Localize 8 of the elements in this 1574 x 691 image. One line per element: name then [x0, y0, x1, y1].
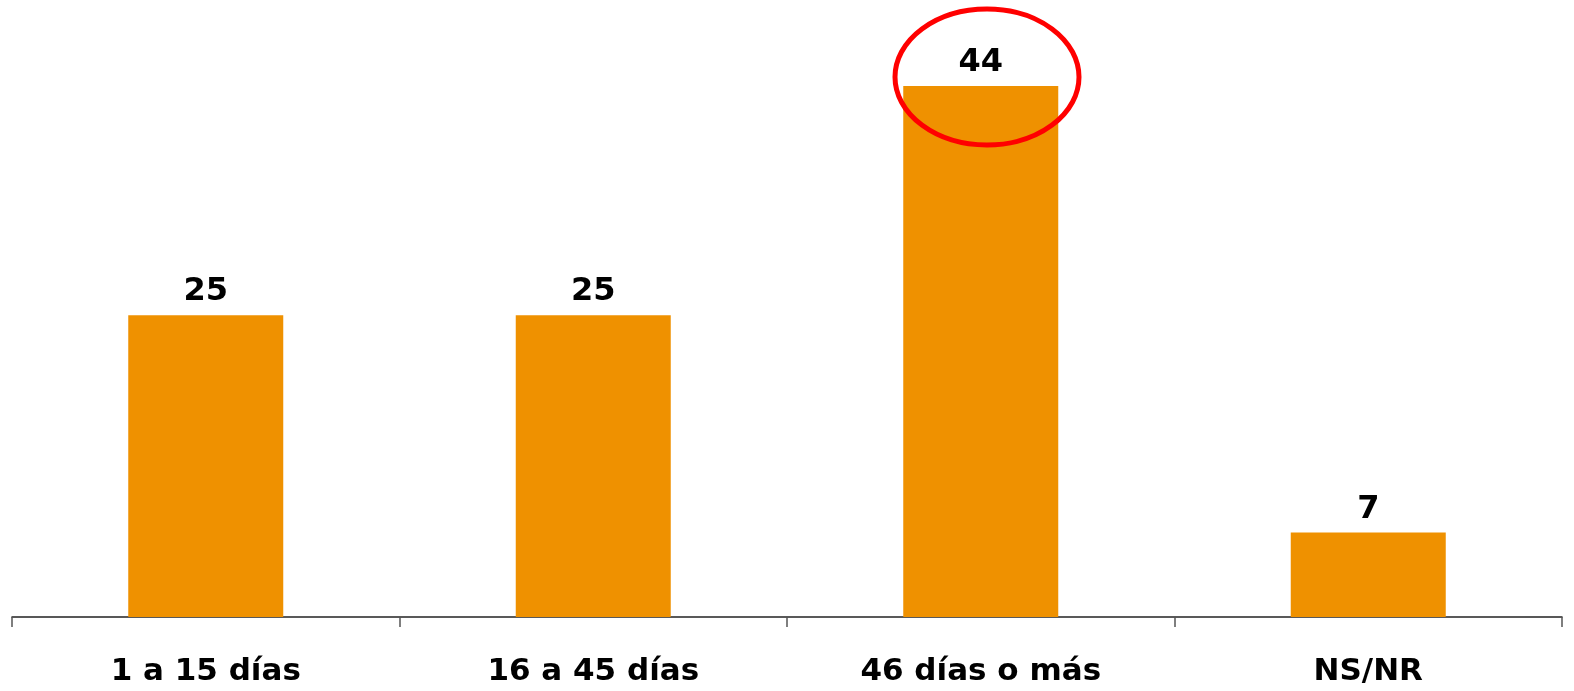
x-tick-label: 1 a 15 días — [110, 650, 301, 687]
data-label: 25 — [570, 270, 616, 309]
data-label: 7 — [1357, 487, 1380, 526]
x-tick-label: 46 días o más — [860, 650, 1102, 687]
x-tick-label: 16 a 45 días — [487, 650, 700, 687]
data-label: 25 — [183, 270, 229, 309]
x-tick-label: NS/NR — [1313, 650, 1424, 687]
data-label: 44 — [958, 41, 1004, 79]
